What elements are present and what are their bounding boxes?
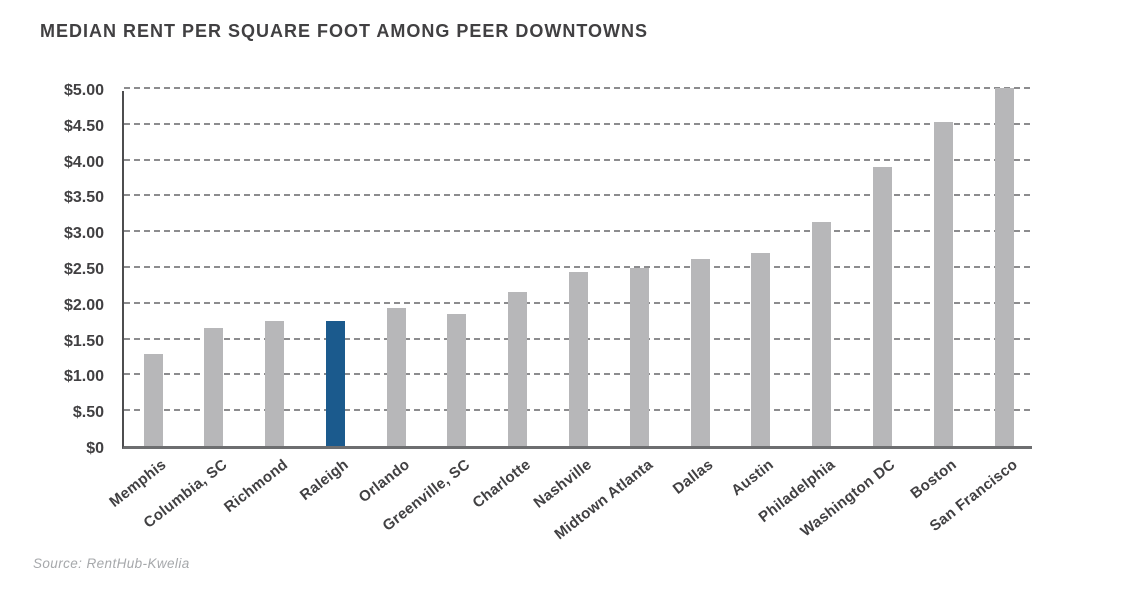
y-axis-tick-label: $4.00 (63, 153, 104, 171)
bar-philadelphia (812, 221, 832, 446)
bar-charlotte (508, 292, 528, 446)
gridline (124, 87, 1032, 89)
plot-area (122, 87, 1032, 449)
source-note: Source: RentHub-Kwelia (33, 556, 190, 571)
bar-midtown-atlanta (629, 268, 649, 446)
x-axis-label-richmond: Richmond (220, 456, 292, 517)
y-axis-tick-label: $2.50 (63, 261, 104, 278)
x-axis-label-raleigh: Raleigh (296, 456, 352, 505)
bar-raleigh (325, 320, 345, 446)
bar-columbia-sc (204, 327, 224, 446)
y-axis-tick-label: $3.00 (63, 225, 104, 243)
x-axis-label-orlando: Orlando (355, 456, 413, 507)
y-axis-tick-label: $3.50 (63, 189, 104, 207)
bar-orlando (386, 307, 406, 446)
bar-richmond (265, 320, 285, 446)
bar-austin (751, 253, 771, 446)
gridline (124, 230, 1032, 233)
y-axis-tick-label: $4.50 (63, 117, 104, 135)
y-axis-tick-label: $.50 (72, 404, 104, 422)
bar-san-francisco (994, 88, 1014, 446)
y-axis-tick-label: $1.50 (63, 332, 104, 350)
gridline (124, 122, 1032, 125)
y-axis-tick-label: $5.00 (63, 82, 104, 99)
gridline (124, 194, 1032, 197)
bar-greenville-sc (447, 313, 467, 446)
gridline (124, 158, 1032, 161)
x-axis-label-austin: Austin (728, 456, 778, 500)
bar-nashville (569, 272, 588, 446)
bar-dallas (690, 259, 710, 446)
x-axis-label-charlotte: Charlotte (469, 456, 535, 512)
y-axis-tick-label: $0 (86, 440, 104, 457)
bar-memphis (143, 354, 163, 446)
gridline (124, 266, 1032, 268)
bar-boston (933, 122, 953, 446)
x-axis-label-dallas: Dallas (669, 456, 717, 498)
y-axis-tick-label: $2.00 (63, 296, 104, 314)
bar-washington-dc (872, 166, 892, 446)
chart-title: MEDIAN RENT PER SQUARE FOOT AMONG PEER D… (40, 21, 649, 41)
y-axis-tick-label: $1.00 (63, 368, 104, 386)
x-axis-label-boston: Boston (907, 456, 960, 503)
